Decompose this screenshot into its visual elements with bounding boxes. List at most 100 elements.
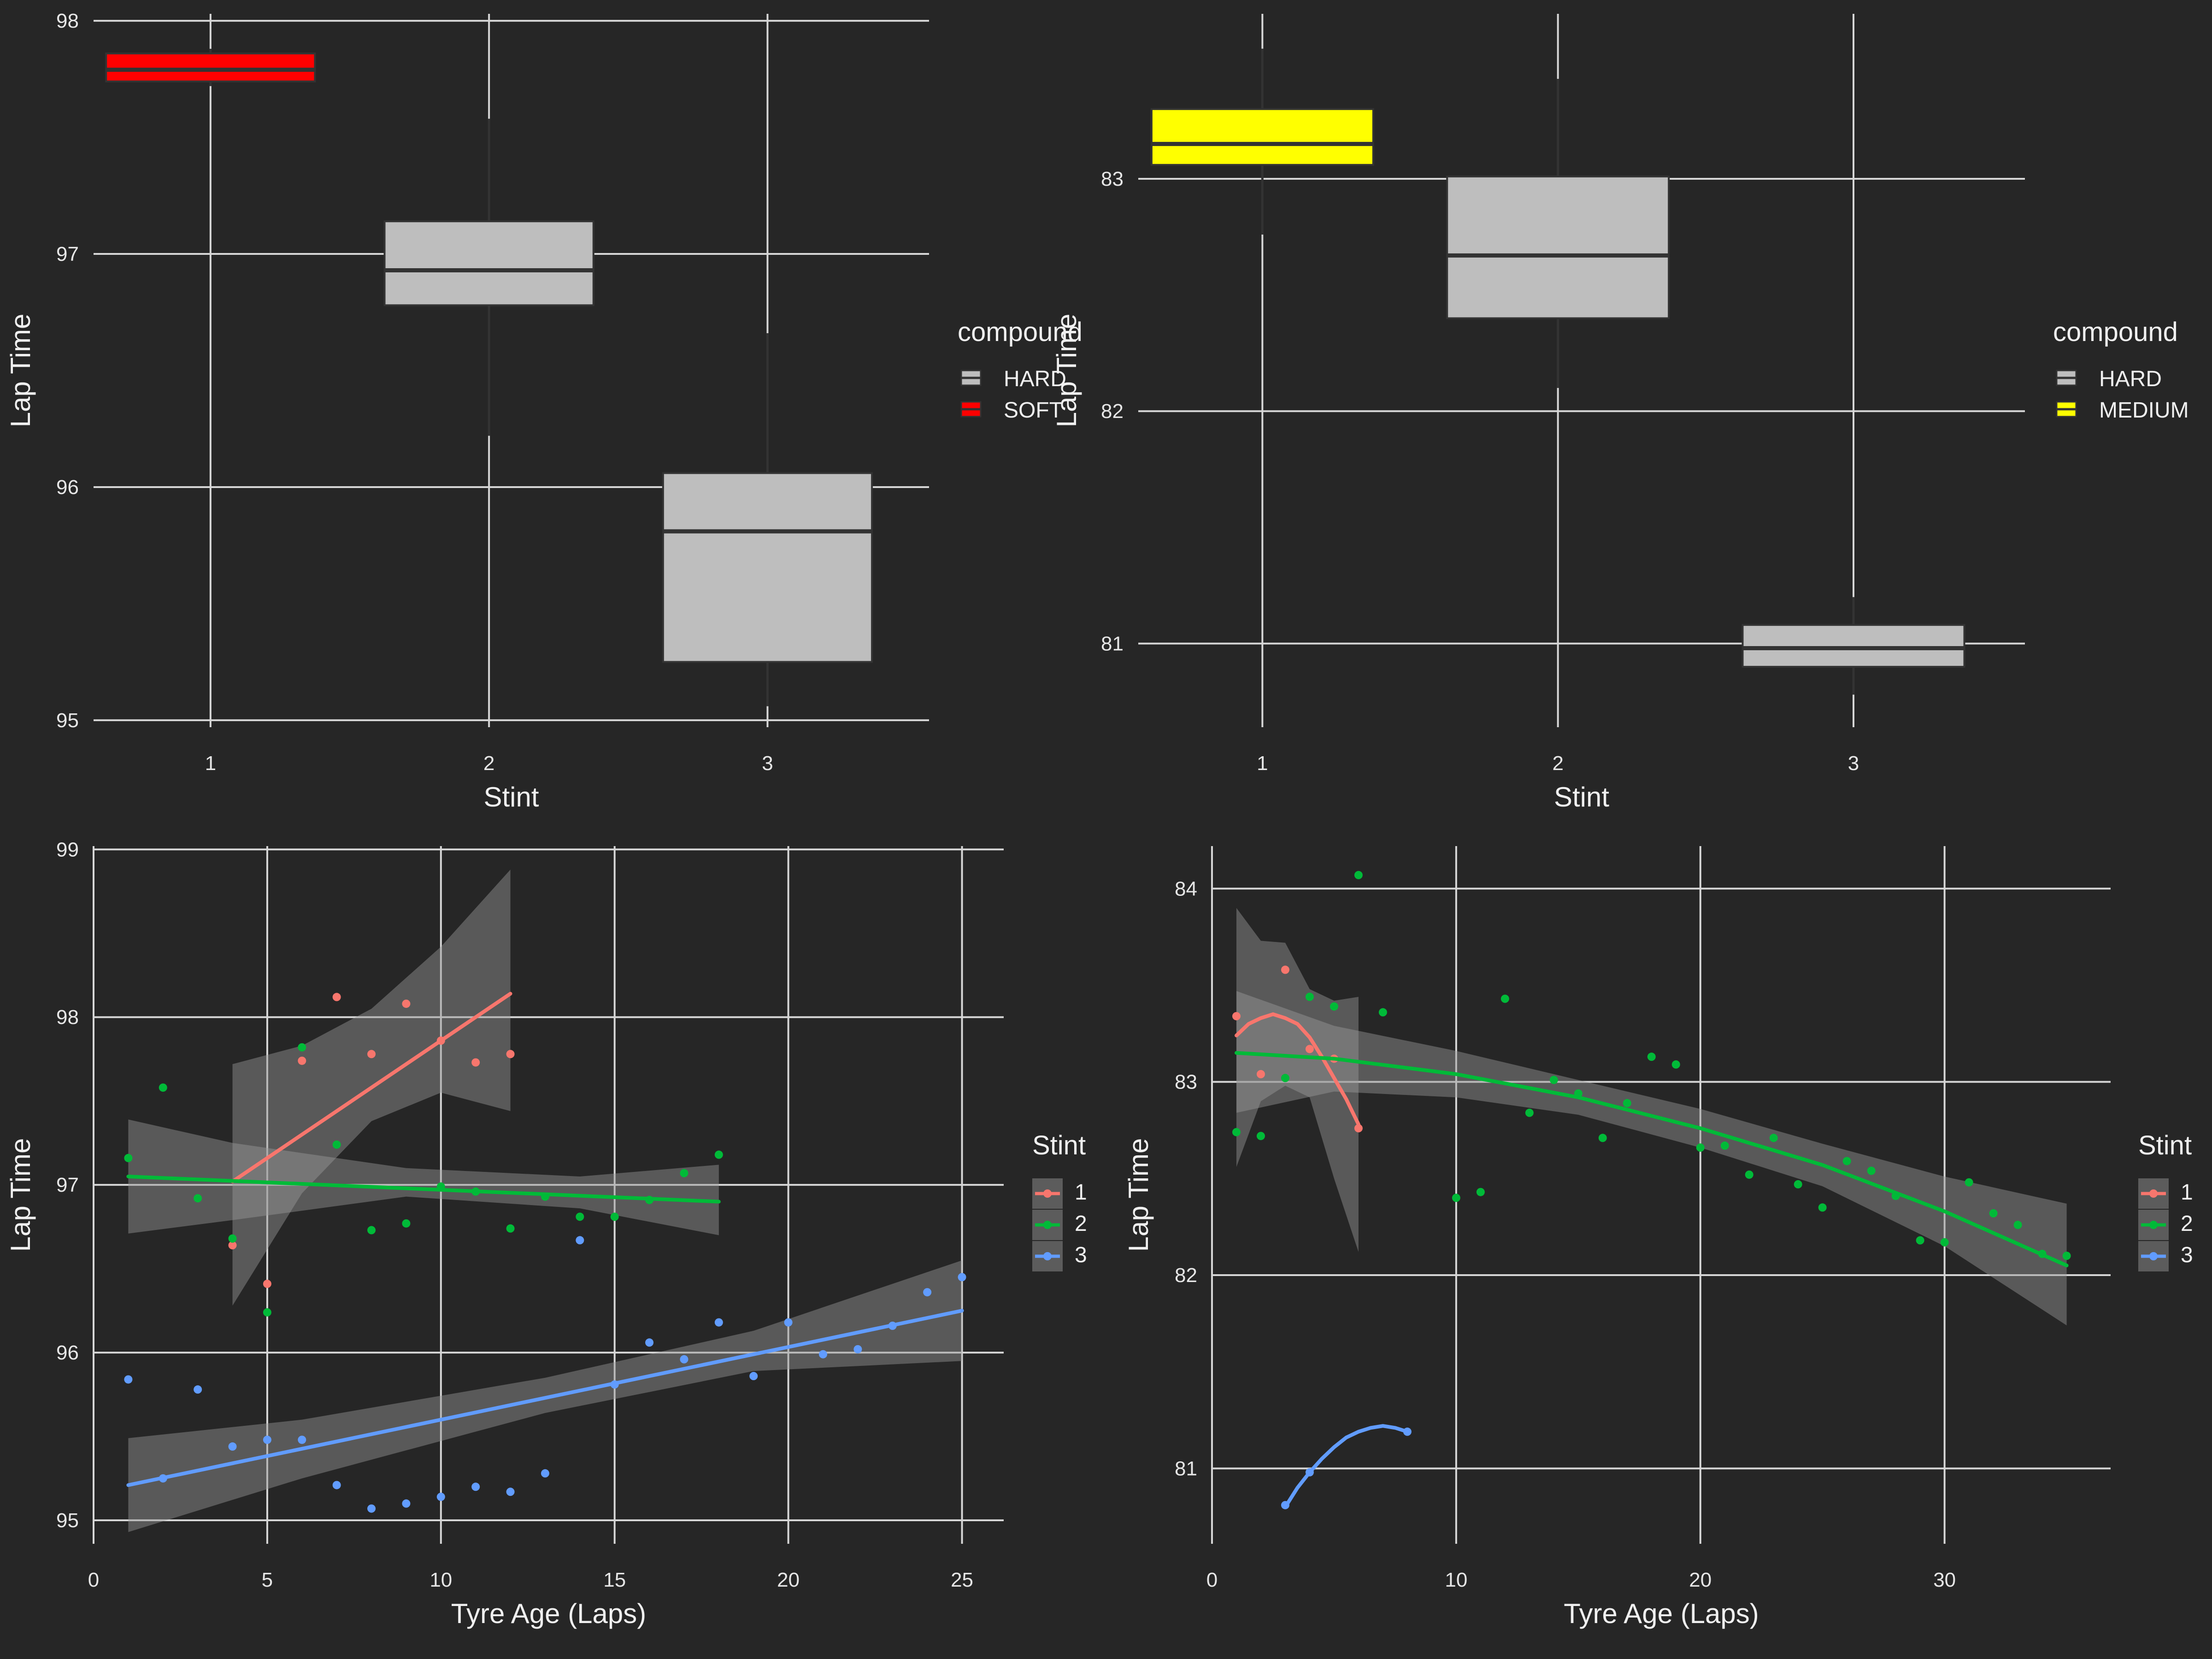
data-point — [124, 1375, 133, 1384]
series-1 — [1236, 908, 1359, 1252]
y-tick-label: 96 — [56, 476, 79, 499]
data-point — [1378, 1008, 1387, 1017]
series-3-marks — [124, 1236, 966, 1513]
box-body — [662, 472, 873, 663]
x-tick-label: 1 — [205, 752, 216, 775]
data-point — [1354, 871, 1363, 879]
x-tick-label: 15 — [603, 1569, 626, 1591]
data-point — [1305, 1045, 1314, 1053]
data-point — [1452, 1194, 1460, 1202]
x-tick-label: 1 — [1257, 752, 1268, 775]
x-axis-title: Stint — [483, 782, 539, 812]
data-point — [680, 1355, 688, 1364]
data-point — [2062, 1252, 2071, 1260]
data-point — [645, 1338, 654, 1347]
y-tick-label: 95 — [56, 1509, 79, 1532]
data-point — [228, 1241, 237, 1250]
data-point — [1256, 1070, 1265, 1078]
y-tick-label: 96 — [56, 1341, 79, 1364]
legend-key-point — [2149, 1252, 2158, 1260]
data-point — [298, 1435, 306, 1444]
confidence-band — [1236, 908, 1359, 1252]
data-point — [228, 1442, 237, 1451]
y-tick-label: 98 — [56, 1006, 79, 1029]
confidence-band — [1236, 991, 2067, 1326]
box-body — [1741, 624, 1965, 668]
data-point — [367, 1504, 376, 1513]
data-point — [1500, 994, 1509, 1003]
y-tick-label: 97 — [56, 243, 79, 265]
data-point — [853, 1345, 862, 1353]
x-tick-label: 20 — [1689, 1569, 1712, 1591]
x-tick-label: 2 — [483, 752, 494, 775]
panel-3: 95 96 97 98 99 0 5 10 15 20 25 Tyre Age (Laps) Lap T… — [5, 838, 1087, 1629]
x-tick-label: 30 — [1933, 1569, 1956, 1591]
legend: compound HARD SOFT — [958, 317, 1082, 423]
data-point — [1671, 1060, 1680, 1069]
x-tick-label: 3 — [1848, 752, 1859, 775]
legend-label: MEDIUM — [2099, 398, 2189, 423]
legend-key-point — [2149, 1221, 2158, 1229]
box-body — [1446, 175, 1670, 319]
data-point — [749, 1372, 758, 1381]
legend-label: 2 — [1075, 1212, 1087, 1236]
legend-title: Stint — [2138, 1130, 2192, 1160]
box-stint-3 — [1741, 597, 1965, 695]
panel-4: 81 82 83 84 0 10 20 30 Tyre Age (Laps) Lap Time St… — [1123, 846, 2193, 1629]
y-axis-title: Lap Time — [5, 1138, 36, 1252]
data-point — [714, 1318, 723, 1327]
fit-line — [126, 1174, 721, 1204]
data-point — [263, 1308, 271, 1317]
data-point — [367, 1226, 376, 1235]
fit-line — [126, 1309, 964, 1487]
y-tick-label: 83 — [1101, 168, 1124, 190]
x-tick-label: 25 — [951, 1569, 973, 1591]
y-axis-title: Lap Time — [5, 314, 36, 428]
y-tick-label: 81 — [1175, 1457, 1197, 1480]
legend-label: 1 — [2181, 1180, 2193, 1205]
data-point — [958, 1273, 966, 1282]
x-tick-label: 3 — [762, 752, 773, 775]
box-stint-3 — [662, 333, 873, 706]
series-3-marks — [1281, 1424, 1412, 1510]
series-1-marks — [228, 992, 515, 1288]
data-point — [1232, 1128, 1241, 1136]
gridlines — [93, 846, 1004, 1544]
x-tick-label: 10 — [429, 1569, 452, 1591]
data-point — [1794, 1180, 1802, 1188]
legend-label: HARD — [2099, 367, 2162, 391]
data-point — [1696, 1143, 1705, 1152]
legend-label: HARD — [1004, 367, 1066, 391]
data-point — [1940, 1238, 1949, 1247]
data-point — [1623, 1099, 1631, 1107]
legend-key-point — [1043, 1252, 1052, 1260]
y-tick-label: 82 — [1101, 400, 1124, 423]
x-tick-label: 0 — [1206, 1569, 1218, 1591]
box-stint-2 — [383, 118, 594, 436]
legend-key-point — [1043, 1189, 1052, 1198]
confidence-band — [128, 1119, 719, 1235]
data-point — [159, 1083, 167, 1092]
legend: Stint 1 2 3 — [1032, 1130, 1087, 1271]
data-point — [471, 1058, 480, 1067]
data-point — [1281, 965, 1289, 974]
data-point — [610, 1212, 619, 1221]
data-point — [263, 1435, 271, 1444]
data-point — [1965, 1178, 1973, 1187]
series-2-marks — [1232, 871, 2071, 1268]
data-point — [1842, 1157, 1851, 1165]
data-point — [1720, 1141, 1729, 1150]
y-tick-label: 97 — [56, 1174, 79, 1196]
y-tick-label: 95 — [56, 709, 79, 732]
legend-label: 3 — [2181, 1243, 2193, 1267]
legend-key-point — [2149, 1189, 2158, 1198]
box-body — [383, 220, 594, 306]
x-tick-label: 10 — [1445, 1569, 1467, 1591]
data-point — [402, 1000, 411, 1008]
box-stint-1 — [1150, 48, 1374, 235]
x-axis-title: Stint — [1554, 782, 1609, 812]
data-point — [680, 1169, 688, 1177]
y-tick-label: 98 — [56, 10, 79, 32]
